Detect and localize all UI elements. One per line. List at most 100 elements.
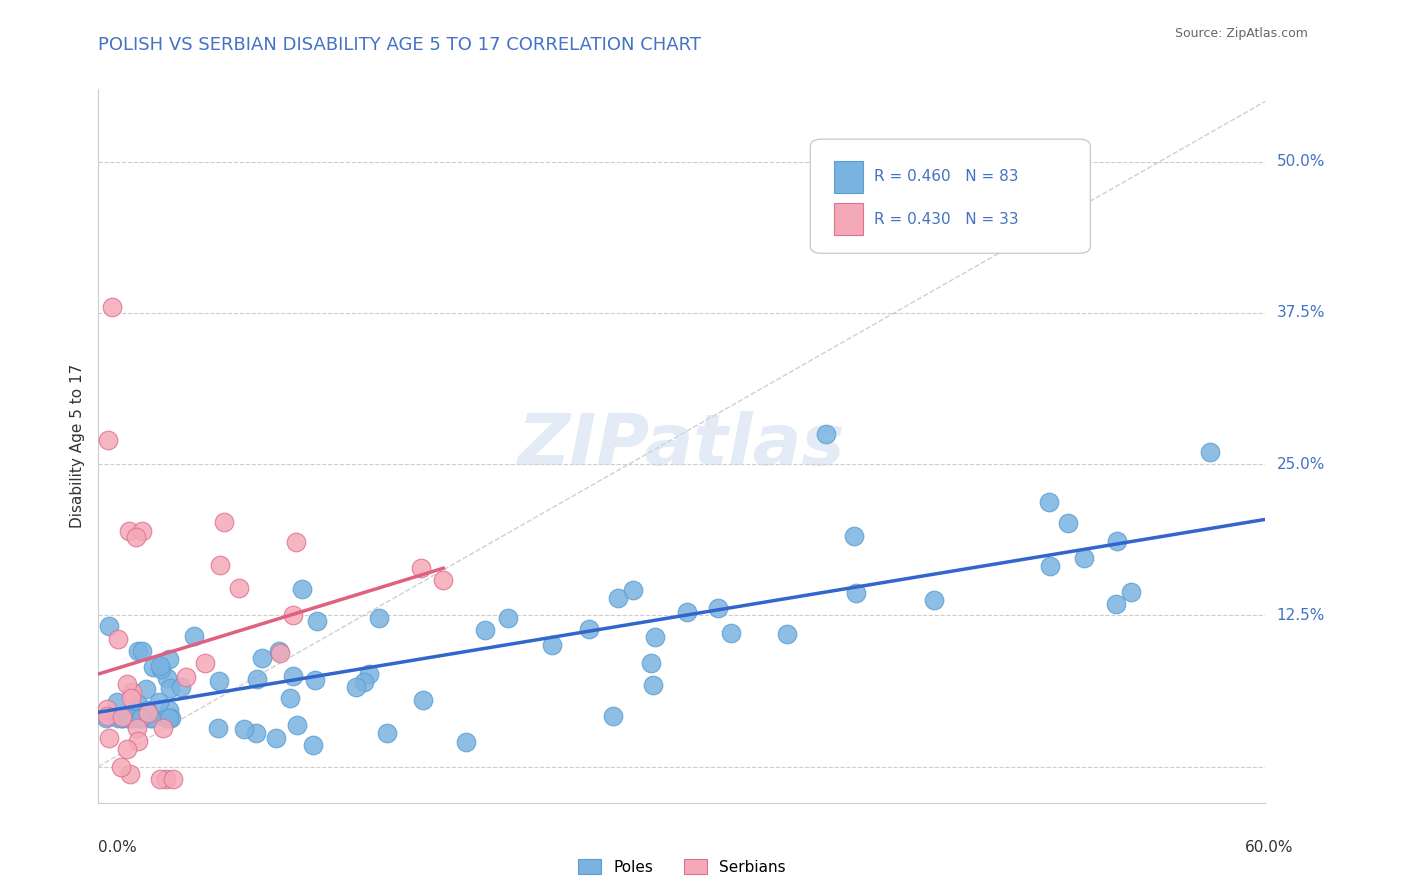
Point	[208, 674, 231, 689]
Point	[233, 722, 256, 736]
Point	[498, 611, 520, 625]
Point	[157, 652, 180, 666]
Text: Source: ZipAtlas.com: Source: ZipAtlas.com	[1174, 27, 1308, 40]
Y-axis label: Disability Age 5 to 17: Disability Age 5 to 17	[69, 364, 84, 528]
Point	[776, 627, 799, 641]
Point	[131, 710, 153, 724]
Legend: Poles, Serbians: Poles, Serbians	[572, 853, 792, 880]
Point	[1198, 445, 1220, 459]
Point	[121, 685, 143, 699]
Text: POLISH VS SERBIAN DISABILITY AGE 5 TO 17 CORRELATION CHART: POLISH VS SERBIAN DISABILITY AGE 5 TO 17…	[98, 36, 702, 54]
Point	[129, 711, 152, 725]
Point	[139, 711, 162, 725]
Point	[148, 694, 170, 708]
Point	[281, 608, 304, 623]
Point	[353, 675, 375, 690]
Point	[285, 718, 308, 732]
Point	[149, 659, 172, 673]
Point	[266, 731, 288, 746]
Point	[139, 711, 162, 725]
Point	[125, 721, 148, 735]
Point	[124, 711, 146, 725]
Point	[115, 741, 138, 756]
Point	[127, 644, 149, 658]
Point	[1073, 551, 1095, 566]
Text: 37.5%: 37.5%	[1277, 305, 1324, 320]
Point	[412, 693, 434, 707]
Point	[155, 772, 177, 786]
Point	[97, 731, 120, 745]
Point	[845, 586, 868, 600]
Point	[117, 711, 139, 725]
Text: 50.0%: 50.0%	[1277, 154, 1324, 169]
Point	[96, 701, 118, 715]
Point	[157, 703, 180, 717]
Point	[111, 711, 134, 725]
Point	[246, 672, 269, 686]
Point	[291, 582, 314, 597]
Point	[252, 650, 274, 665]
Point	[720, 626, 742, 640]
Point	[105, 695, 128, 709]
Point	[269, 646, 291, 660]
Point	[207, 722, 229, 736]
Point	[131, 524, 153, 538]
Point	[228, 581, 250, 595]
Point	[245, 726, 267, 740]
Point	[302, 738, 325, 752]
Point	[454, 735, 477, 749]
Point	[541, 638, 564, 652]
Point	[814, 426, 837, 441]
Point	[1107, 533, 1129, 548]
Point	[283, 669, 305, 683]
Point	[155, 711, 177, 725]
Point	[183, 629, 205, 643]
Point	[118, 766, 141, 780]
Point	[101, 300, 124, 314]
Bar	[834, 161, 863, 193]
Point	[107, 632, 129, 646]
Point	[117, 524, 139, 538]
Point	[122, 711, 145, 725]
Point	[602, 709, 624, 723]
Point	[676, 605, 699, 619]
Point	[98, 618, 121, 632]
Text: 25.0%: 25.0%	[1277, 457, 1324, 472]
Point	[115, 676, 138, 690]
Point	[1039, 559, 1062, 574]
Point	[194, 657, 217, 671]
Point	[152, 721, 174, 735]
Point	[162, 772, 184, 786]
Point	[578, 622, 600, 636]
Point	[170, 680, 193, 694]
Point	[117, 711, 139, 725]
Point	[474, 623, 496, 637]
Text: 12.5%: 12.5%	[1277, 607, 1324, 623]
Point	[432, 573, 454, 587]
Point	[136, 703, 159, 717]
Point	[621, 582, 644, 597]
Point	[305, 614, 328, 628]
Point	[922, 593, 945, 607]
Point	[149, 662, 172, 676]
Point	[344, 680, 367, 694]
Point	[125, 530, 148, 544]
Point	[110, 760, 132, 774]
Point	[142, 660, 165, 674]
Point	[159, 711, 181, 725]
Point	[131, 644, 153, 658]
FancyBboxPatch shape	[810, 139, 1091, 253]
Point	[96, 709, 118, 723]
Point	[111, 709, 134, 723]
Point	[127, 698, 149, 712]
Point	[368, 611, 391, 625]
Point	[111, 711, 134, 725]
Point	[607, 591, 630, 605]
Point	[641, 678, 664, 692]
Point	[267, 644, 290, 658]
Point	[707, 601, 730, 615]
Point	[1119, 584, 1142, 599]
Text: R = 0.460   N = 83: R = 0.460 N = 83	[875, 169, 1019, 184]
Text: R = 0.430   N = 33: R = 0.430 N = 33	[875, 211, 1019, 227]
Point	[640, 656, 662, 670]
